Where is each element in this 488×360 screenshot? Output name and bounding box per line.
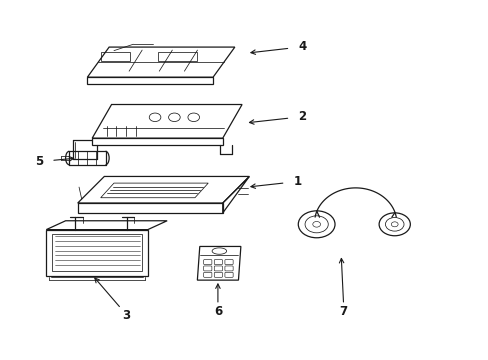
Text: 7: 7 <box>339 305 347 318</box>
Text: 1: 1 <box>293 175 301 188</box>
Text: 6: 6 <box>213 305 222 318</box>
Text: 3: 3 <box>122 309 130 322</box>
Text: 4: 4 <box>298 40 306 53</box>
Text: 5: 5 <box>35 155 43 168</box>
Text: 2: 2 <box>298 110 306 123</box>
